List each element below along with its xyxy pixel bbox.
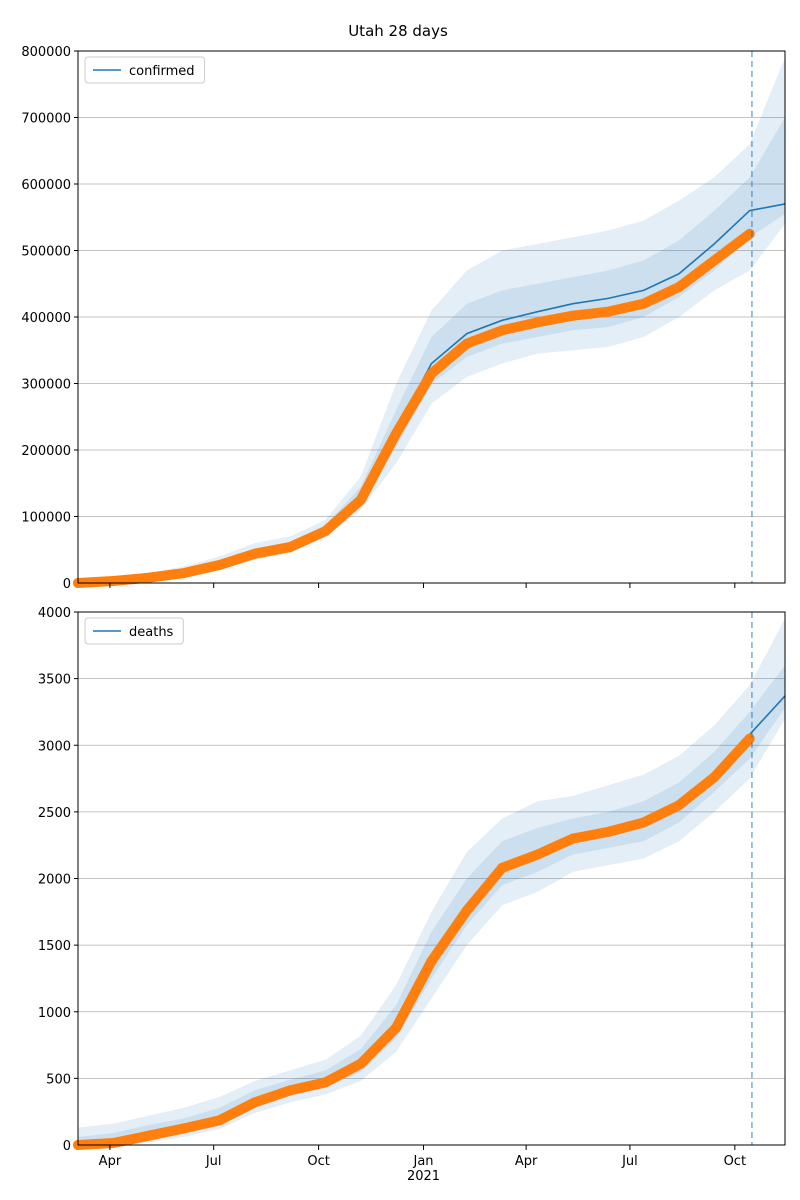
legend-box xyxy=(84,56,206,84)
observed-line xyxy=(73,733,755,1150)
y-tick-label: 2000 xyxy=(38,873,71,888)
observed-point xyxy=(532,849,543,860)
observed-point xyxy=(391,428,402,439)
observed-point xyxy=(108,1138,119,1149)
observed-point xyxy=(532,317,543,328)
x-tick-label: Oct xyxy=(724,1154,746,1169)
observed-point xyxy=(355,1058,366,1069)
x-tick-label: Jan xyxy=(412,1154,433,1169)
observed-point xyxy=(567,310,578,321)
observed-point xyxy=(285,542,296,553)
y-tick-label: 3500 xyxy=(38,673,71,688)
observed-point xyxy=(108,576,119,587)
observed-point xyxy=(285,1085,296,1096)
y-tick-label: 1000 xyxy=(38,1006,71,1021)
observed-point xyxy=(603,826,614,837)
observed-point xyxy=(391,1022,402,1033)
y-tick-label: 1500 xyxy=(38,939,71,954)
axes-frame xyxy=(77,50,786,584)
observed-point xyxy=(320,1077,331,1088)
observed-point xyxy=(249,548,260,559)
x-tick-label: Apr xyxy=(515,1154,538,1169)
y-tick-label: 500000 xyxy=(21,245,71,260)
x-year-label: 2021 xyxy=(407,1169,440,1184)
y-tick-label: 3000 xyxy=(38,739,71,754)
legend-label: deaths xyxy=(129,625,174,640)
y-tick-label: 0 xyxy=(63,577,71,592)
y-tick-label: 2500 xyxy=(38,806,71,821)
observed-point xyxy=(320,526,331,537)
y-tick-label: 300000 xyxy=(21,378,71,393)
y-tick-label: 500 xyxy=(46,1072,71,1087)
observed-point xyxy=(638,817,649,828)
observed-point xyxy=(461,905,472,916)
y-tick-label: 4000 xyxy=(38,606,71,621)
observed-point xyxy=(567,833,578,844)
observed-point xyxy=(355,494,366,505)
y-tick-label: 200000 xyxy=(21,444,71,459)
y-tick-label: 400000 xyxy=(21,311,71,326)
observed-point xyxy=(497,862,508,873)
observed-point xyxy=(744,733,755,744)
y-tick-label: 600000 xyxy=(21,178,71,193)
observed-point xyxy=(179,568,190,579)
observed-point xyxy=(143,572,154,583)
observed-point xyxy=(143,1130,154,1141)
observed-line xyxy=(73,228,755,588)
observed-point xyxy=(744,228,755,239)
y-tick-label: 0 xyxy=(63,1139,71,1154)
observed-point xyxy=(426,956,437,967)
observed-point xyxy=(709,255,720,266)
observed-point xyxy=(179,1123,190,1134)
x-tick-label: Jul xyxy=(621,1154,638,1169)
observed-point xyxy=(497,325,508,336)
figure-title: Utah 28 days xyxy=(348,22,448,40)
confidence-band xyxy=(78,117,785,583)
observed-point xyxy=(214,560,225,571)
observed-point xyxy=(249,1097,260,1108)
observed-point xyxy=(638,298,649,309)
x-tick-label: Oct xyxy=(307,1154,329,1169)
observed-point xyxy=(603,306,614,317)
observed-point xyxy=(426,368,437,379)
legend-box xyxy=(84,617,184,645)
legend-label: confirmed xyxy=(129,64,195,79)
x-tick-label: Apr xyxy=(99,1154,122,1169)
y-tick-label: 800000 xyxy=(21,45,71,60)
x-tick-label: Jul xyxy=(205,1154,222,1169)
axes-frame xyxy=(77,611,786,1146)
observed-point xyxy=(673,282,684,293)
confidence-band xyxy=(78,57,785,583)
observed-point xyxy=(673,800,684,811)
observed-point xyxy=(709,772,720,783)
y-tick-label: 100000 xyxy=(21,511,71,526)
y-tick-label: 700000 xyxy=(21,112,71,127)
observed-point xyxy=(214,1115,225,1126)
observed-point xyxy=(461,338,472,349)
